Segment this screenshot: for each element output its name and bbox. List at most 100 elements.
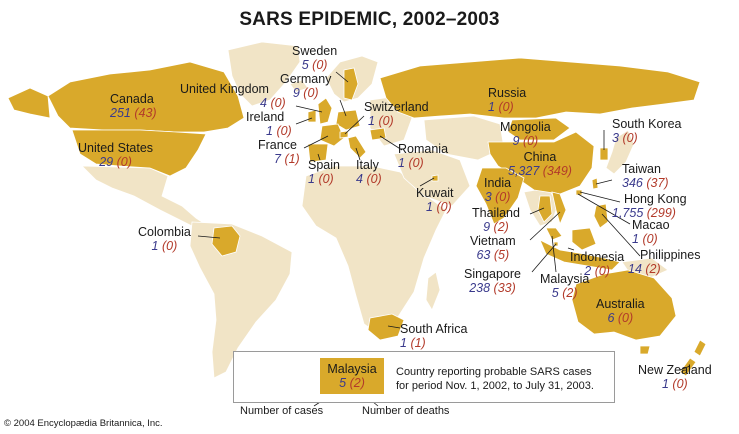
label-south-africa: South Africa 1 (1): [400, 322, 468, 350]
label-united-states: United States 29 (0): [78, 141, 154, 169]
region-philippines: [593, 203, 609, 229]
label-singapore: Singapore 238 (33): [464, 267, 521, 295]
leader-macao: [577, 193, 631, 225]
land-reporting: [7, 57, 707, 377]
label-china: China 5,327 (349): [508, 150, 572, 178]
region-alaska: [7, 87, 51, 119]
leader-germany: [339, 99, 347, 117]
leader-lines: [197, 71, 691, 407]
region-canada: [47, 61, 245, 133]
region-ireland: [307, 109, 317, 123]
label-macao: Macao 1 (0): [632, 218, 670, 246]
leader-south-africa: [387, 325, 401, 329]
legend-description: Country reporting probable SARS cases fo…: [396, 365, 594, 393]
label-sweden: Sweden 5 (0): [292, 44, 338, 72]
label-malaysia: Malaysia 5 (2): [540, 272, 590, 300]
label-thailand: Thailand 9 (2): [472, 206, 520, 234]
legend-line-1: Country reporting probable SARS cases: [396, 366, 592, 378]
leader-france: [303, 135, 329, 149]
leader-taiwan: [595, 179, 613, 185]
region-mongolia: [507, 117, 571, 141]
leader-vietnam: [529, 211, 561, 241]
region-tasmania: [639, 345, 651, 355]
legend-deaths-caption: Number of deaths: [362, 405, 450, 417]
region-spain: [307, 143, 329, 163]
label-kuwait: Kuwait 1 (0): [416, 186, 454, 214]
label-russia: Russia 1 (0): [488, 86, 527, 114]
label-colombia: Colombia 1 (0): [138, 225, 191, 253]
label-france: France 7 (1): [258, 138, 300, 166]
legend-sample-label: Malaysia 5 (2): [327, 362, 377, 390]
region-kuwait: [431, 174, 439, 182]
land-africa: [301, 165, 447, 335]
leader-romania: [379, 135, 403, 151]
leader-italy: [355, 147, 361, 161]
legend-line-2: for period Nov. 1, 2002, to July 31, 200…: [396, 380, 594, 392]
leader-sweden: [335, 71, 349, 83]
label-india: India 3 (0): [484, 176, 512, 204]
label-south-korea: South Korea 3 (0): [612, 117, 682, 145]
region-italy: [347, 135, 367, 159]
label-new-zealand: New Zealand 1 (0): [638, 363, 712, 391]
land-south-america: [189, 221, 293, 379]
leader-philippines: [601, 213, 641, 257]
legend-box: [233, 351, 615, 403]
label-vietnam: Vietnam 63 (5): [470, 234, 516, 262]
leader-ireland: [295, 117, 313, 125]
leader-kuwait: [419, 177, 435, 187]
label-australia: Australia 6 (0): [596, 297, 645, 325]
label-indonesia: Indonesia 2 (0): [570, 250, 625, 278]
region-russia: [379, 57, 701, 119]
leader-thailand: [529, 207, 545, 215]
region-vietnam: [551, 191, 567, 226]
land-mexico: [81, 165, 209, 231]
region-south-africa: [367, 313, 405, 341]
label-taiwan: Taiwan 346 (37): [622, 162, 669, 190]
leader-indonesia: [567, 247, 575, 251]
label-germany: Germany 9 (0): [280, 72, 332, 100]
region-colombia: [211, 225, 241, 257]
label-canada: Canada 251 (43): [110, 92, 157, 120]
leader-spain: [317, 153, 321, 161]
label-united-kingdom: United Kingdom 4 (0): [180, 82, 286, 110]
label-hong-kong: Hong Kong 1,755 (299): [612, 192, 687, 220]
region-hong-kong: [575, 189, 583, 196]
region-united-kingdom: [317, 97, 333, 125]
legend-swatch: [320, 358, 384, 394]
leader-hong-kong: [579, 191, 621, 203]
region-south-korea: [599, 147, 609, 161]
region-indonesia: [539, 239, 621, 271]
leader-uk: [295, 105, 323, 113]
label-italy: Italy 4 (0): [356, 158, 382, 186]
region-thailand: [537, 195, 553, 223]
map-title: SARS EPIDEMIC, 2002–2003: [239, 9, 500, 30]
leader-malaysia: [551, 235, 557, 273]
land-iceland: [289, 79, 309, 93]
region-malaysia: [545, 227, 563, 241]
region-china: [487, 131, 595, 195]
region-france: [319, 123, 345, 147]
label-switzerland: Switzerland 1 (0): [364, 100, 429, 128]
legend-cases-caption: Number of cases: [240, 405, 324, 417]
leader-colombia: [197, 235, 221, 239]
leader-switzerland: [344, 115, 365, 135]
region-australia: [571, 269, 677, 341]
region-india: [475, 167, 525, 225]
leader-new-zealand: [679, 365, 691, 371]
region-united-states: [71, 129, 207, 177]
copyright: © 2004 Encyclopædia Britannica, Inc.: [4, 418, 163, 429]
region-sweden: [343, 67, 359, 101]
label-ireland: Ireland 1 (0): [246, 110, 292, 138]
region-borneo: [571, 227, 597, 251]
label-mongolia: Mongolia 9 (0): [500, 120, 551, 148]
land-madagascar: [425, 271, 441, 311]
label-philippines: Philippines 14 (2): [628, 248, 701, 276]
leader-singapore: [531, 243, 557, 273]
label-spain: Spain 1 (0): [308, 158, 340, 186]
land-greenland: [227, 41, 301, 107]
label-romania: Romania 1 (0): [398, 142, 449, 170]
region-taiwan: [591, 177, 599, 190]
land-japan: [605, 129, 635, 175]
